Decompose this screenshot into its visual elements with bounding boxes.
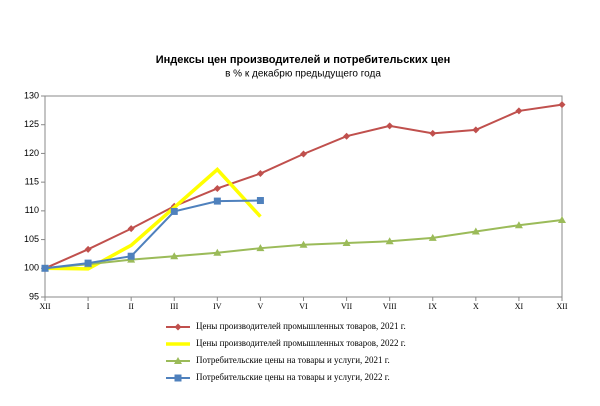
legend-marker (174, 357, 182, 364)
y-tick-label: 95 (29, 291, 39, 301)
point (170, 252, 179, 260)
x-tick-label: VI (299, 302, 308, 311)
legend-label: Цены производителей промышленных товаров… (196, 338, 406, 348)
point (343, 132, 351, 140)
point (170, 207, 178, 215)
point (472, 126, 480, 134)
point (256, 197, 264, 205)
point (84, 245, 92, 253)
point (256, 170, 264, 178)
point (558, 216, 566, 224)
y-tick-label: 130 (24, 90, 39, 100)
point (515, 107, 523, 115)
x-tick-label: X (473, 302, 479, 311)
point (386, 122, 394, 130)
point (213, 184, 221, 192)
point (41, 264, 49, 272)
legend-label: Потребительские цены на товары и услуги,… (196, 355, 390, 365)
series-line (44, 199, 261, 270)
x-tick-label: IV (213, 302, 222, 311)
x-tick-label: I (87, 302, 90, 311)
point (256, 244, 265, 252)
legend-marker (174, 374, 182, 382)
y-tick-label: 115 (25, 177, 39, 187)
legend-label: Потребительские цены на товары и услуги,… (196, 372, 390, 382)
x-tick-label: V (258, 302, 264, 311)
point (558, 101, 566, 109)
x-tick-label: XII (556, 302, 567, 311)
x-tick-label: IX (429, 302, 438, 311)
y-tick-label: 100 (24, 263, 39, 273)
point (428, 233, 437, 241)
point (84, 259, 92, 267)
x-tick-label: VII (341, 302, 352, 311)
point (213, 197, 221, 205)
point (514, 221, 523, 229)
legend-marker (174, 323, 182, 331)
point (127, 252, 135, 260)
point (300, 150, 307, 158)
x-tick-label: VIII (383, 302, 397, 311)
chart-title: Индексы цен производителей и потребитель… (156, 54, 451, 66)
chart-subtitle: в % к декабрю предыдущего года (225, 68, 381, 80)
point (299, 240, 308, 248)
point (127, 225, 135, 233)
y-tick-label: 120 (24, 148, 39, 158)
point (385, 237, 394, 245)
x-tick-label: XI (515, 302, 524, 311)
legend-label: Цены производителей промышленных товаров… (196, 321, 406, 331)
point (342, 239, 351, 247)
x-tick-label: II (129, 302, 135, 311)
x-tick-label: III (170, 302, 178, 311)
point (213, 248, 222, 256)
point (471, 227, 480, 235)
series-line (44, 167, 262, 271)
point (429, 129, 437, 137)
x-tick-label: XII (39, 302, 50, 311)
y-tick-label: 105 (24, 234, 39, 244)
y-tick-label: 125 (24, 119, 39, 129)
y-tick-label: 110 (25, 205, 39, 215)
